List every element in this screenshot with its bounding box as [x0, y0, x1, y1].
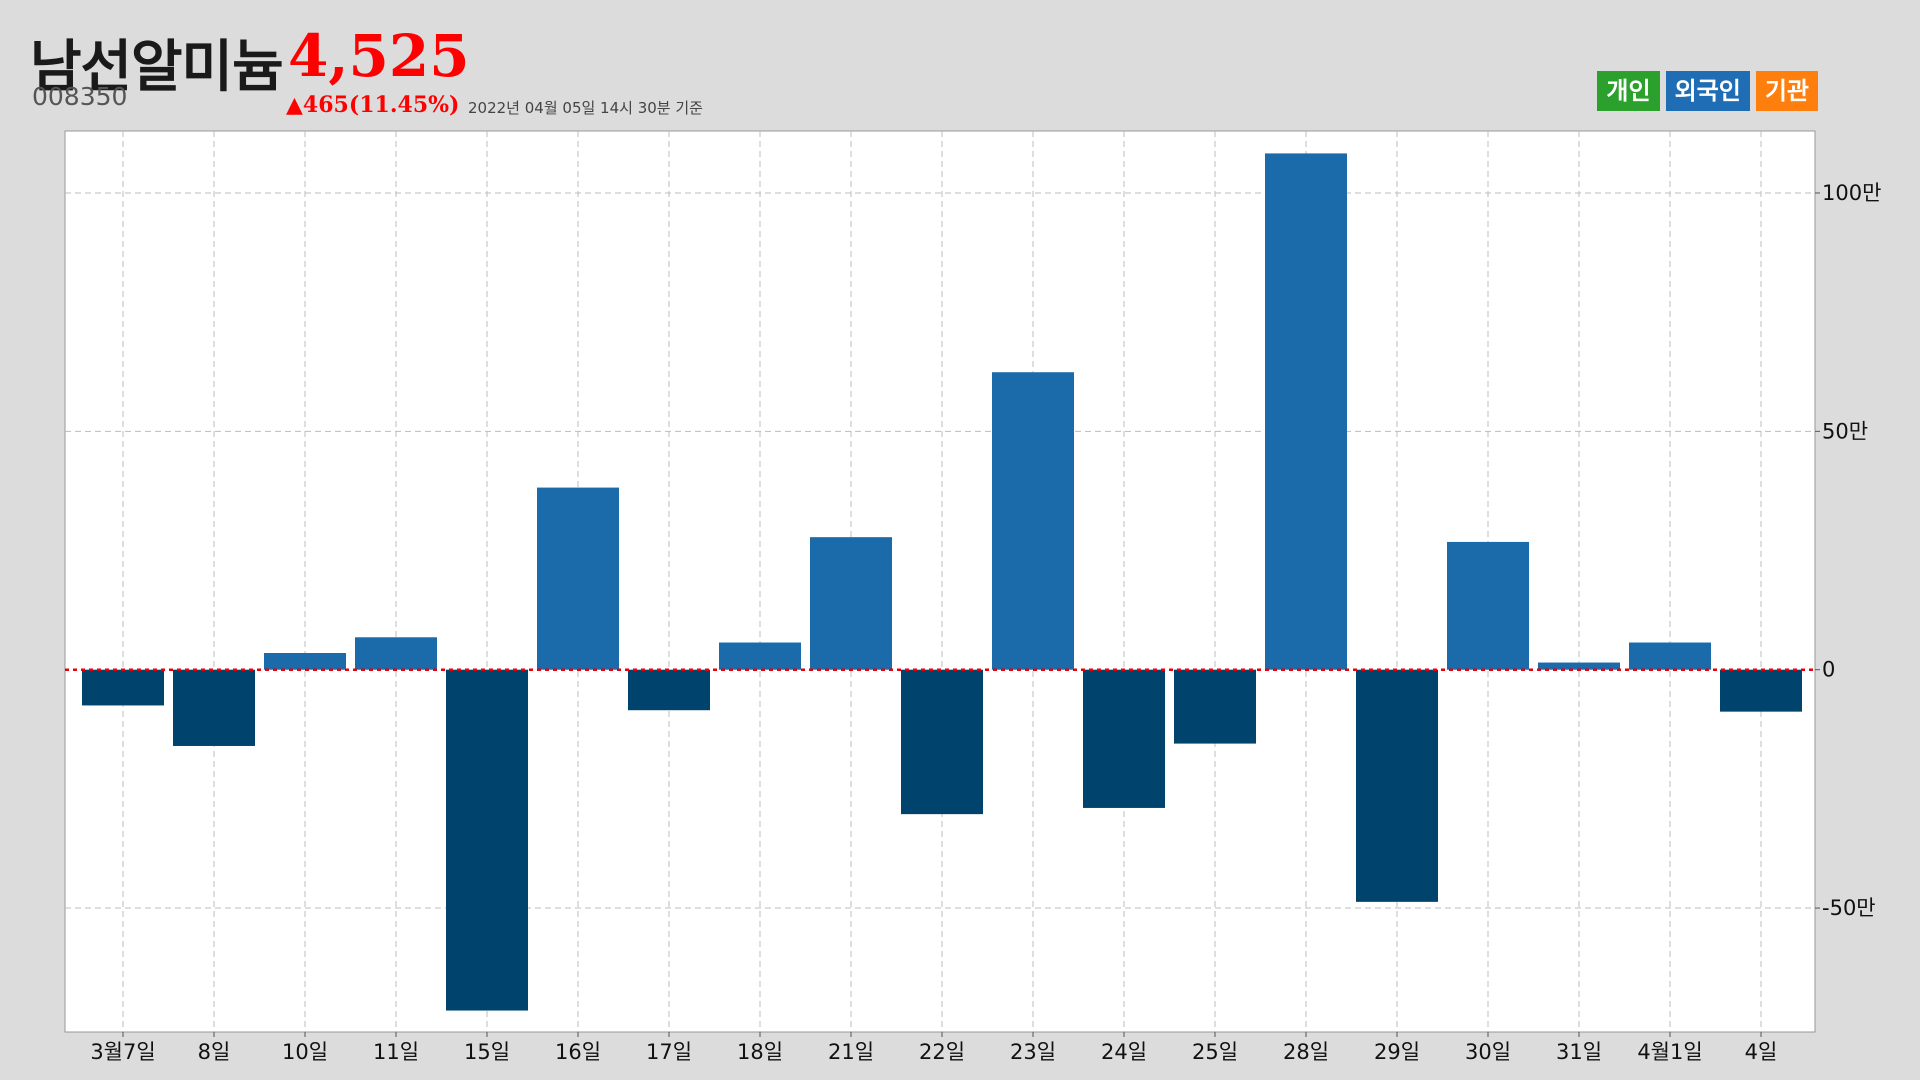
timestamp: 2022년 04월 05일 14시 30분 기준	[468, 99, 703, 117]
x-tick-label: 22일	[919, 1040, 965, 1064]
bar	[1720, 669, 1802, 712]
y-tick-label: -50만	[1822, 896, 1876, 920]
tick-labels: 100만 50만 0 -50만 3월7일 8일 10일 11일 15일 16일 17일 18일 21일 2…	[90, 181, 1881, 1064]
x-tick-label: 4일	[1745, 1040, 1778, 1064]
legend-institution[interactable]: 기관	[1755, 71, 1818, 111]
x-tick-label: 18일	[737, 1040, 783, 1064]
bar	[719, 642, 801, 670]
stock-price: 4,525	[288, 22, 470, 90]
plot-area	[64, 130, 1816, 1033]
bars	[82, 153, 1802, 1011]
y-tick-label: 100만	[1822, 181, 1881, 205]
x-tick-label: 15일	[464, 1040, 510, 1064]
bar	[901, 669, 983, 815]
bar	[537, 487, 619, 670]
x-tick-label: 21일	[828, 1040, 874, 1064]
y-tick-label: 50만	[1822, 419, 1868, 443]
bar	[1265, 153, 1347, 670]
bar	[1447, 541, 1529, 670]
bar	[1629, 642, 1711, 670]
stock-code: 008350	[32, 82, 128, 111]
bar	[810, 537, 892, 670]
x-tick-label: 3월7일	[90, 1040, 155, 1064]
bar	[264, 653, 346, 670]
legend-individual[interactable]: 개인	[1597, 71, 1660, 111]
x-tick-label: 23일	[1010, 1040, 1056, 1064]
x-tick-label: 29일	[1374, 1040, 1420, 1064]
bar	[82, 669, 164, 706]
x-tick-label: 17일	[646, 1040, 692, 1064]
bar	[1083, 669, 1165, 808]
bar	[173, 669, 255, 746]
x-tick-label: 10일	[282, 1040, 328, 1064]
y-tick-label: 0	[1822, 658, 1835, 682]
x-tick-label: 8일	[198, 1040, 231, 1064]
stock-name: 남선알미늄	[30, 35, 284, 100]
bar	[1538, 662, 1620, 670]
x-tick-label: 4월1일	[1637, 1040, 1702, 1064]
bar	[628, 669, 710, 711]
legend-foreign[interactable]: 외국인	[1665, 71, 1750, 111]
x-tick-label: 24일	[1101, 1040, 1147, 1064]
x-tick-label: 25일	[1192, 1040, 1238, 1064]
x-tick-label: 28일	[1283, 1040, 1329, 1064]
bar	[1174, 669, 1256, 744]
legend: 개인 외국인 기관	[1597, 71, 1818, 111]
x-tick-label: 30일	[1465, 1040, 1511, 1064]
bar	[355, 637, 437, 670]
price-change: ▲465(11.45%)	[286, 92, 460, 118]
bar	[446, 669, 528, 1011]
bar	[992, 372, 1074, 670]
x-tick-label: 16일	[555, 1040, 601, 1064]
x-tick-label: 31일	[1556, 1040, 1602, 1064]
x-tick-label: 11일	[373, 1040, 419, 1064]
bar	[1356, 669, 1438, 902]
